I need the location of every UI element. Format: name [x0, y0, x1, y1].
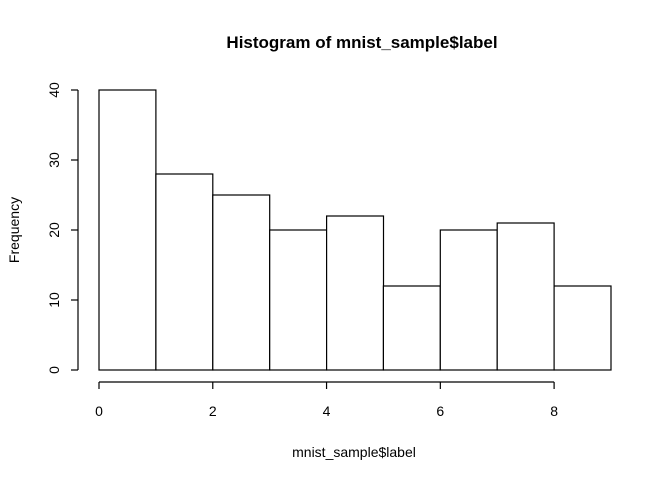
x-tick-label: 8 [550, 403, 558, 419]
y-axis: 0 10 20 30 40 [46, 82, 79, 374]
histogram-bar [382, 285, 441, 371]
histogram-bar [496, 222, 555, 371]
y-tick-label: 10 [46, 292, 62, 308]
y-tick-label: 0 [46, 366, 62, 374]
histogram-bar [439, 229, 498, 371]
y-tick-label: 30 [46, 152, 62, 168]
x-tick-label: 4 [323, 403, 331, 419]
x-axis-label: mnist_sample$label [292, 444, 416, 460]
histogram-bar [326, 215, 385, 371]
y-tick-label: 20 [46, 222, 62, 238]
histogram-bar [553, 285, 612, 371]
bars-layer [98, 89, 612, 371]
y-axis-label: Frequency [6, 197, 22, 263]
histogram-bar [212, 194, 271, 371]
x-axis: 0 2 4 6 8 [95, 381, 558, 419]
histogram-bar [269, 229, 328, 371]
x-tick-label: 2 [209, 403, 217, 419]
histogram-bar [155, 173, 214, 371]
x-tick-label: 6 [436, 403, 444, 419]
chart-title: Histogram of mnist_sample$label [226, 33, 497, 52]
x-tick-label: 0 [95, 403, 103, 419]
y-tick-label: 40 [46, 82, 62, 98]
histogram-bar [98, 89, 157, 371]
